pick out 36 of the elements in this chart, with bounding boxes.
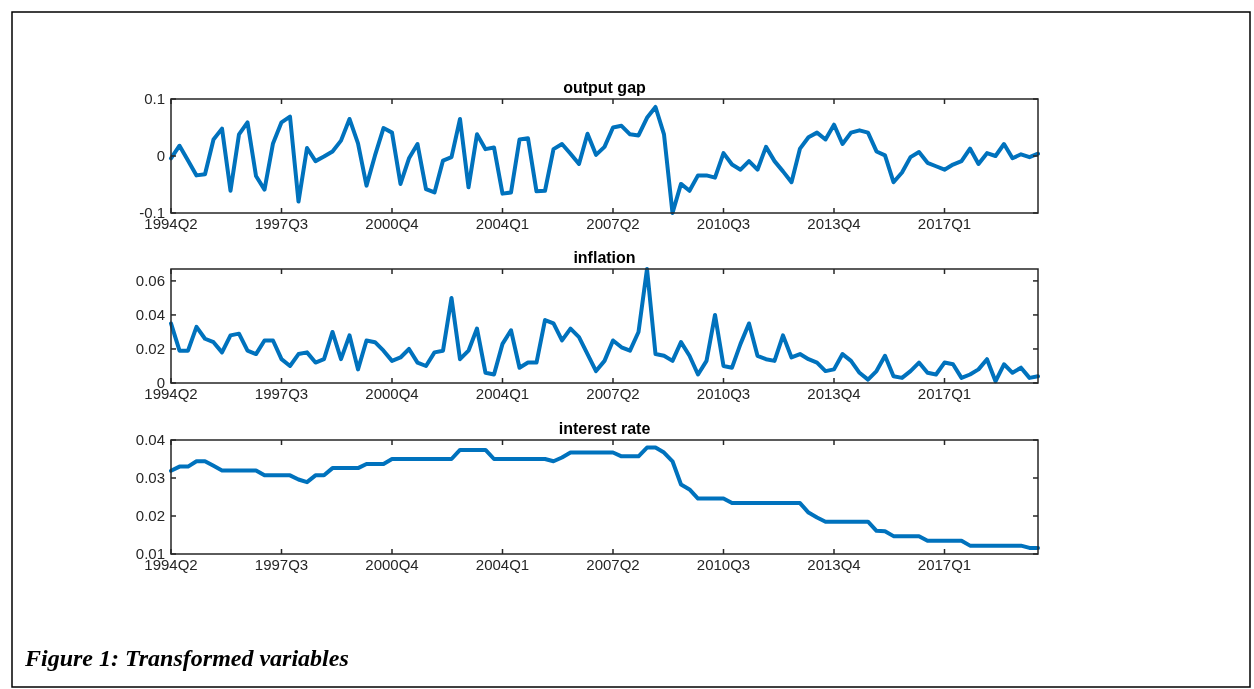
y-tick-label: 0.06 — [135, 272, 165, 290]
x-tick-label: 1997Q3 — [254, 385, 309, 402]
x-tick-label: 2017Q1 — [917, 215, 972, 232]
x-tick-label: 2007Q2 — [586, 215, 640, 232]
x-tick-label: 2000Q4 — [365, 556, 419, 573]
y-tick-label: 0.04 — [135, 306, 165, 324]
y-tick-label: 0.02 — [135, 340, 165, 358]
line-series — [169, 445, 1040, 550]
line-series — [169, 104, 1040, 215]
y-tick-label: 0 — [156, 147, 165, 165]
y-tick-label: 0.04 — [135, 431, 165, 449]
x-tick-label: 2004Q1 — [475, 215, 530, 232]
x-tick-label: 2004Q1 — [475, 385, 530, 402]
x-tick-label: 2010Q3 — [696, 215, 751, 232]
chart-title: inflation — [573, 249, 636, 266]
x-tick-label: 1997Q3 — [254, 556, 309, 573]
x-tick-label: 2004Q1 — [475, 556, 530, 573]
x-tick-label: 2000Q4 — [365, 215, 419, 232]
x-tick-label: 2000Q4 — [365, 385, 419, 402]
x-tick-label: 2013Q4 — [807, 385, 861, 402]
x-tick-label: 2013Q4 — [807, 556, 861, 573]
x-tick-label: 2010Q3 — [696, 556, 751, 573]
x-tick-label: 2007Q2 — [586, 556, 640, 573]
caption: Figure 1: Transformed variables — [24, 645, 349, 671]
x-tick-label: 2013Q4 — [807, 215, 861, 232]
chart-title: output gap — [563, 79, 647, 96]
x-tick-label: 2007Q2 — [586, 385, 640, 402]
chart-title: interest rate — [558, 420, 651, 437]
x-tick-label: 2017Q1 — [917, 385, 972, 402]
y-tick-label: 0.1 — [144, 90, 165, 108]
y-tick-label: 0.02 — [135, 507, 165, 525]
x-tick-label: 1997Q3 — [254, 215, 309, 232]
x-tick-label: 2017Q1 — [917, 556, 972, 573]
y-tick-label: 0.03 — [135, 469, 165, 487]
x-tick-label: 2010Q3 — [696, 385, 751, 402]
line-series — [169, 267, 1040, 384]
